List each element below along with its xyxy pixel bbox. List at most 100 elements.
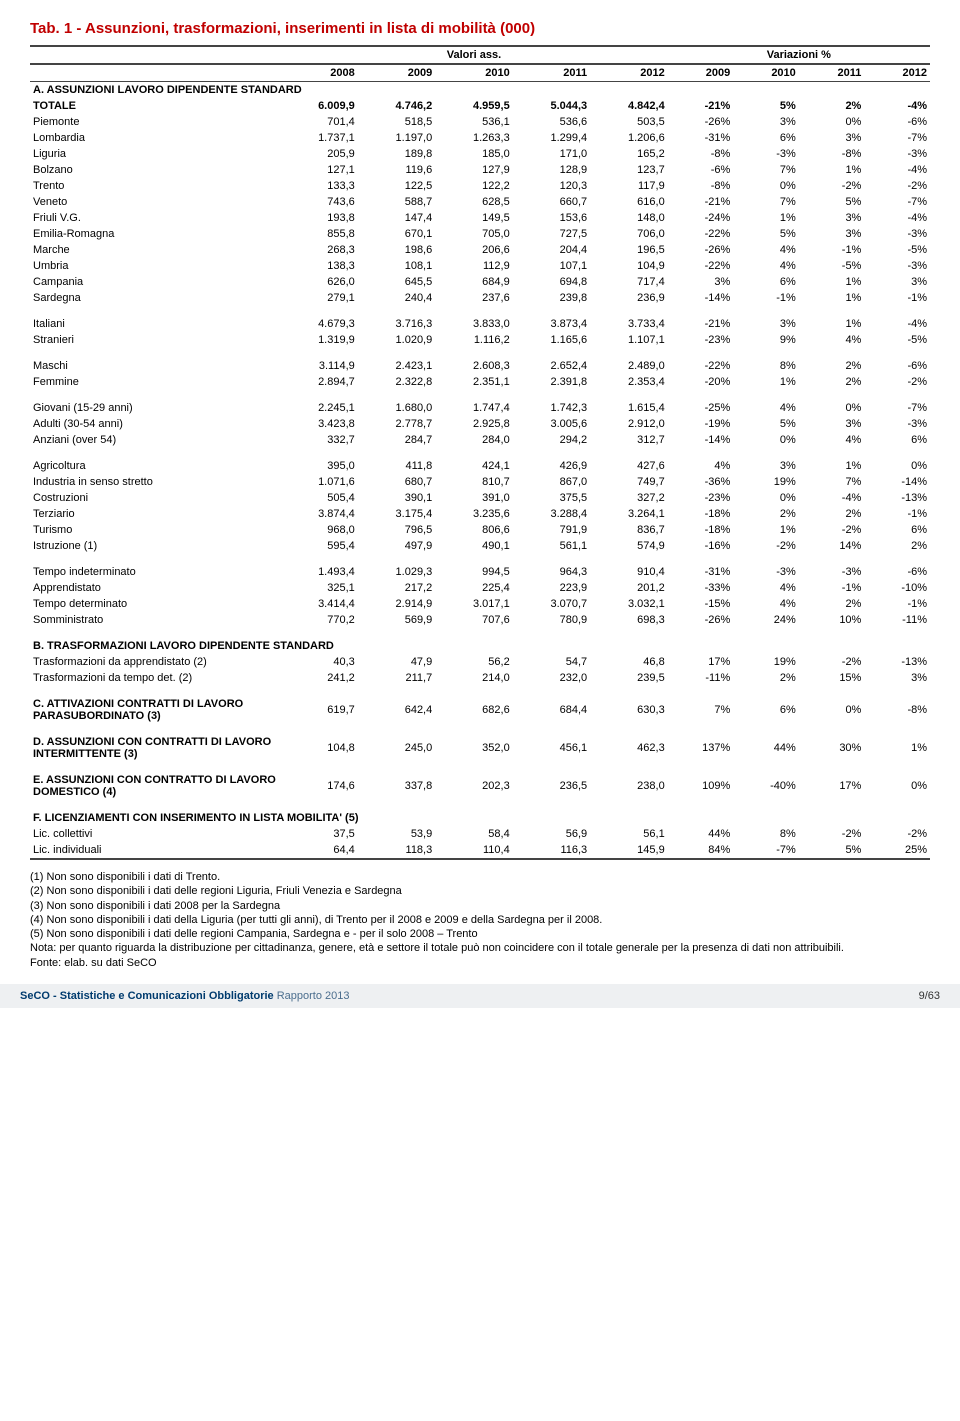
section-label: C. ATTIVAZIONI CONTRATTI DI LAVORO PARAS… [30,696,280,724]
cell-value: 2% [733,670,799,686]
cell-value: 836,7 [590,522,668,538]
cell-value: 46,8 [590,654,668,670]
cell-value: 3.874,4 [280,506,357,522]
cell-value: 112,9 [435,258,512,274]
cell-value: 536,6 [513,114,590,130]
cell-value: 19% [733,654,799,670]
cell-value: 910,4 [590,564,668,580]
cell-value: -2% [799,654,865,670]
cell-value: 237,6 [435,290,512,306]
year-header: 2011 [513,64,590,82]
cell-value: -13% [864,490,930,506]
cell-value: -3% [799,564,865,580]
cell-value: 225,4 [435,580,512,596]
cell-value: 5% [799,194,865,210]
variations-header: Variazioni % [668,46,930,64]
cell-value: 770,2 [280,612,357,628]
table-title: Tab. 1 - Assunzioni, trasformazioni, ins… [30,20,930,37]
cell-value: -2% [733,538,799,554]
row-label: Marche [30,242,280,258]
row-label: TOTALE [30,98,280,114]
year-header: 2010 [733,64,799,82]
row-label: Tempo indeterminato [30,564,280,580]
cell-value: -1% [799,580,865,596]
section-header: A. ASSUNZIONI LAVORO DIPENDENTE STANDARD [30,82,930,99]
cell-value: -2% [864,374,930,390]
cell-value: 462,3 [590,734,668,762]
table-row: Costruzioni505,4390,1391,0375,5327,2-23%… [30,490,930,506]
cell-value: 110,4 [435,842,512,859]
cell-value: 117,9 [590,178,668,194]
table-row: Liguria205,9189,8185,0171,0165,2-8%-3%-8… [30,146,930,162]
cell-value: 616,0 [590,194,668,210]
cell-value: 3% [733,316,799,332]
cell-value: 47,9 [358,654,435,670]
cell-value: 4.679,3 [280,316,357,332]
cell-value: -8% [668,178,734,194]
cell-value: -26% [668,612,734,628]
cell-value: 138,3 [280,258,357,274]
cell-value: 791,9 [513,522,590,538]
cell-value: 284,0 [435,432,512,448]
cell-value: 2% [799,98,865,114]
cell-value: 2% [799,374,865,390]
cell-value: -7% [864,194,930,210]
cell-value: 0% [799,114,865,130]
cell-value: 1% [864,734,930,762]
cell-value: 6% [864,432,930,448]
cell-value: 968,0 [280,522,357,538]
cell-value: 6% [733,696,799,724]
cell-value: 56,9 [513,826,590,842]
cell-value: 1.107,1 [590,332,668,348]
cell-value: 588,7 [358,194,435,210]
cell-value: -16% [668,538,734,554]
cell-value: 122,2 [435,178,512,194]
cell-value: 104,8 [280,734,357,762]
cell-value: 682,6 [435,696,512,724]
cell-value: 127,9 [435,162,512,178]
cell-value: 684,9 [435,274,512,290]
cell-value: 680,7 [358,474,435,490]
cell-value: 54,7 [513,654,590,670]
cell-value: -7% [733,842,799,859]
cell-value: 3.017,1 [435,596,512,612]
cell-value: 1.165,6 [513,332,590,348]
cell-value: 0% [864,772,930,800]
cell-value: -22% [668,258,734,274]
cell-value: 2.423,1 [358,358,435,374]
cell-value: 684,4 [513,696,590,724]
cell-value: 5.044,3 [513,98,590,114]
cell-value: 497,9 [358,538,435,554]
cell-value: -18% [668,522,734,538]
cell-value: 1% [799,274,865,290]
cell-value: 1.020,9 [358,332,435,348]
cell-value: 4% [733,400,799,416]
cell-value: 7% [733,194,799,210]
cell-value: 1.071,6 [280,474,357,490]
cell-value: 1.747,4 [435,400,512,416]
cell-value: 56,2 [435,654,512,670]
row-label: Giovani (15-29 anni) [30,400,280,416]
cell-value: 120,3 [513,178,590,194]
cell-value: 3.070,7 [513,596,590,612]
cell-value: 4% [799,432,865,448]
cell-value: 390,1 [358,490,435,506]
cell-value: 780,9 [513,612,590,628]
cell-value: -21% [668,316,734,332]
cell-value: 4% [733,596,799,612]
table-row: Umbria138,3108,1112,9107,1104,9-22%4%-5%… [30,258,930,274]
cell-value: 427,6 [590,458,668,474]
cell-value: 205,9 [280,146,357,162]
cell-value: 698,3 [590,612,668,628]
cell-value: 2% [799,358,865,374]
cell-value: -1% [864,290,930,306]
cell-value: 2.925,8 [435,416,512,432]
cell-value: 2.912,0 [590,416,668,432]
cell-value: 0% [799,696,865,724]
cell-value: 1.299,4 [513,130,590,146]
row-label: Terziario [30,506,280,522]
row-label: Femmine [30,374,280,390]
row-label: Trento [30,178,280,194]
year-header: 2011 [799,64,865,82]
cell-value: 1.737,1 [280,130,357,146]
